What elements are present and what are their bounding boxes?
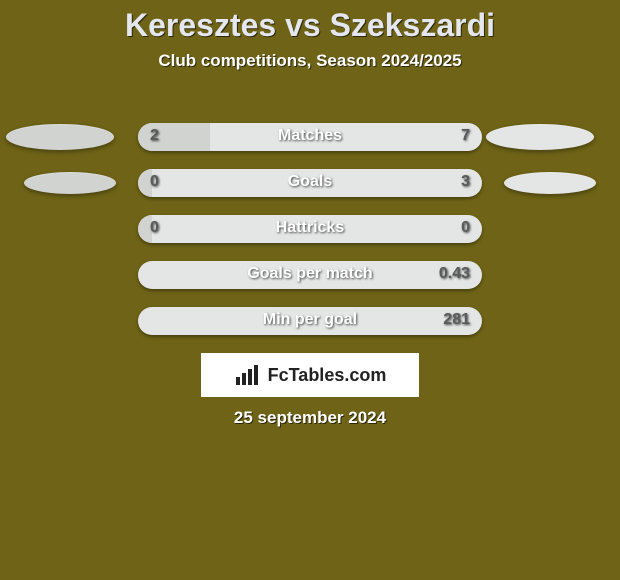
stat-rows: 2 Matches 7 0 Goals 3 0 Hattri [0,122,620,352]
stat-metric-label: Hattricks [138,219,482,237]
player-a-name: Keresztes [125,7,276,43]
stat-bar: 0 Hattricks 0 [138,215,482,243]
chart-icon [234,363,262,387]
stat-bar: 2 Matches 7 [138,123,482,151]
player-b-name: Szekszardi [330,7,495,43]
shape-icon-left [24,172,116,194]
season-subtitle: Club competitions, Season 2024/2025 [0,51,620,71]
stat-row-goals-per-match: Goals per match 0.43 [0,260,620,290]
stat-bar: 0 Goals 3 [138,169,482,197]
stat-bar: Goals per match 0.43 [138,261,482,289]
stat-right-value: 3 [461,173,470,191]
shape-icon-right [504,172,596,194]
stat-row-min-per-goal: Min per goal 281 [0,306,620,336]
stat-right-value: 281 [443,311,470,329]
stat-metric-label: Matches [138,127,482,145]
stat-metric-label: Min per goal [138,311,482,329]
stats-card: Keresztes vs Szekszardi Club competition… [0,0,620,580]
comparison-title: Keresztes vs Szekszardi [0,0,620,43]
vs-separator: vs [285,7,321,43]
stat-metric-label: Goals [138,173,482,191]
logo-text: FcTables.com [268,365,387,386]
stat-metric-label: Goals per match [138,265,482,283]
date-label: 25 september 2024 [0,408,620,428]
stat-right-value: 0.43 [439,265,470,283]
stat-right-value: 7 [461,127,470,145]
fctables-logo-link[interactable]: FcTables.com [201,353,419,397]
stat-bar: Min per goal 281 [138,307,482,335]
stat-row-goals: 0 Goals 3 [0,168,620,198]
stat-row-matches: 2 Matches 7 [0,122,620,152]
stat-row-hattricks: 0 Hattricks 0 [0,214,620,244]
stat-right-value: 0 [461,219,470,237]
shape-icon-right [486,124,594,150]
shape-icon-left [6,124,114,150]
